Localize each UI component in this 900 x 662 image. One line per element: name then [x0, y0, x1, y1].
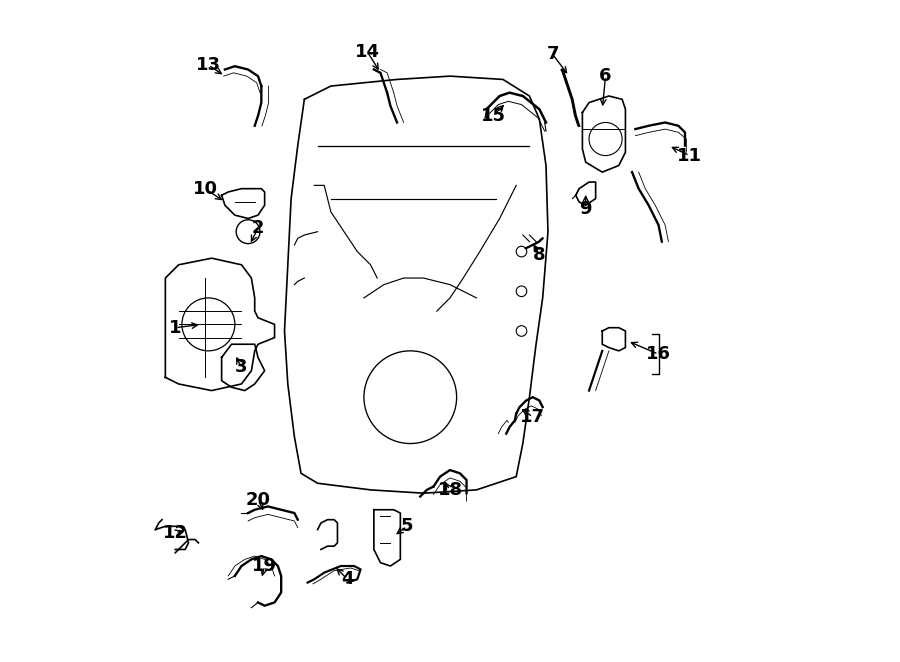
Text: 2: 2: [252, 219, 265, 238]
Text: 7: 7: [546, 45, 559, 64]
Text: 5: 5: [400, 517, 413, 536]
Text: 15: 15: [481, 107, 506, 125]
Text: 9: 9: [580, 199, 592, 218]
Text: 19: 19: [252, 557, 277, 575]
Text: 8: 8: [533, 246, 545, 264]
Text: 3: 3: [235, 358, 248, 377]
Text: 10: 10: [193, 179, 218, 198]
Text: 6: 6: [599, 67, 612, 85]
Text: 1: 1: [169, 318, 182, 337]
Text: 18: 18: [437, 481, 463, 499]
Text: 17: 17: [520, 408, 545, 426]
Text: 4: 4: [341, 570, 354, 589]
Text: 13: 13: [196, 56, 220, 74]
Text: 11: 11: [677, 146, 702, 165]
Text: 20: 20: [246, 491, 271, 509]
Text: 12: 12: [163, 524, 188, 542]
Text: 16: 16: [646, 345, 671, 363]
Text: 14: 14: [355, 42, 380, 61]
